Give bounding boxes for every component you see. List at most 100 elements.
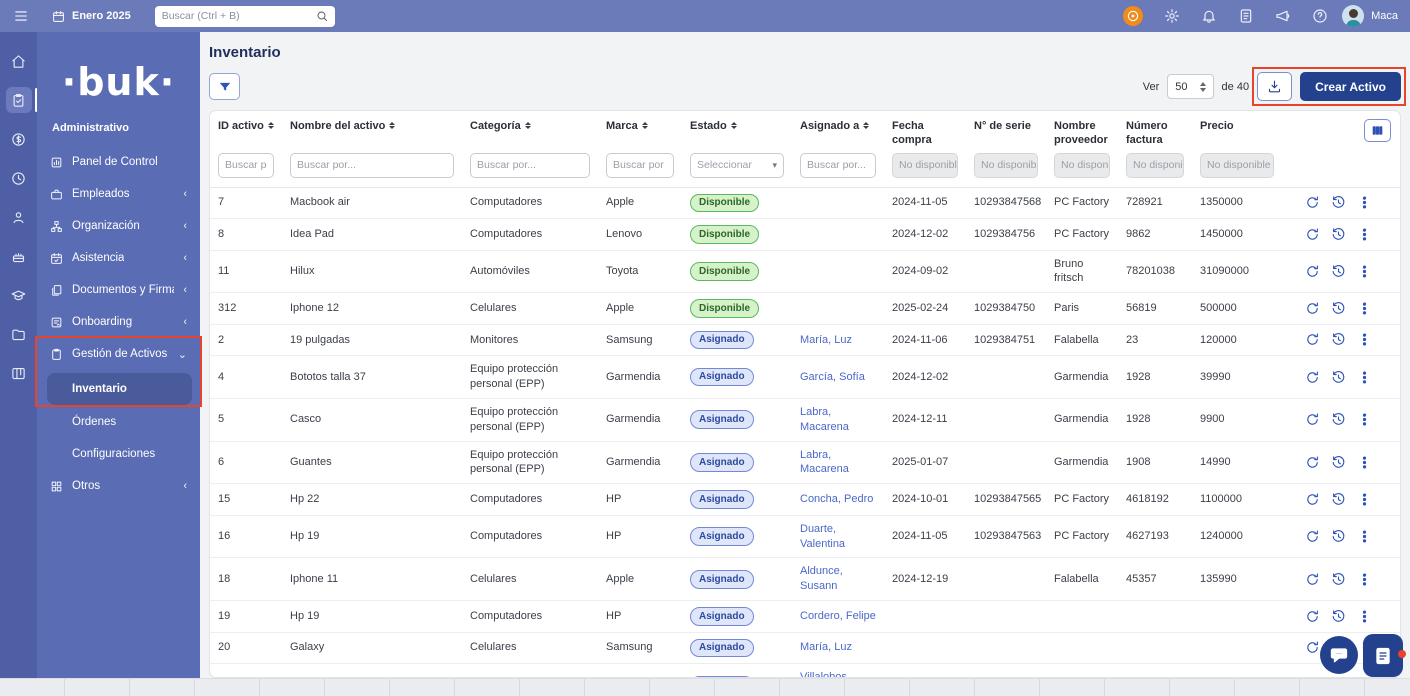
more-options-icon[interactable] (1357, 301, 1372, 316)
rail-item-assets-rail[interactable] (5, 87, 38, 113)
column-header-assigned[interactable]: Asignado a (792, 111, 884, 150)
sidebar-item-otros[interactable]: Otros ‹ (37, 470, 200, 502)
column-picker-button[interactable] (1364, 119, 1391, 142)
sidebar-subitem-configuraciones[interactable]: Configuraciones (37, 438, 200, 470)
sidebar-item-empleados[interactable]: Empleados ‹ (37, 178, 200, 210)
history-icon[interactable] (1331, 301, 1346, 316)
notifications-bell-icon[interactable] (1201, 8, 1217, 24)
sidebar-item-organizaci-n[interactable]: Organización ‹ (37, 210, 200, 242)
sidebar-item-asistencia[interactable]: Asistencia ‹ (37, 242, 200, 274)
filter-input-category[interactable] (470, 152, 590, 178)
history-icon[interactable] (1331, 572, 1346, 587)
filter-input-assigned[interactable] (800, 152, 876, 178)
search-input[interactable] (161, 10, 310, 22)
sync-icon[interactable] (1305, 572, 1320, 587)
sidebar-item-documentos-y-firma[interactable]: Documentos y Firma ‹ (37, 274, 200, 306)
sidebar-subitem--rdenes[interactable]: Órdenes (37, 406, 200, 438)
assigned-link[interactable]: María, Luz (800, 641, 852, 654)
history-icon[interactable] (1331, 609, 1346, 624)
chat-widget-button[interactable] (1320, 636, 1358, 674)
rail-item-home[interactable] (6, 48, 32, 74)
filter-input-name[interactable] (290, 152, 454, 178)
column-header-brand[interactable]: Marca (598, 111, 682, 150)
horizontal-scrollbar[interactable] (0, 678, 1410, 696)
history-icon[interactable] (1331, 370, 1346, 385)
filter-input-brand[interactable] (606, 152, 674, 178)
more-options-icon[interactable] (1357, 677, 1372, 678)
tasks-note-icon[interactable] (1238, 8, 1254, 24)
help-icon[interactable] (1312, 8, 1328, 24)
period-selector[interactable]: Enero 2025 (52, 10, 131, 23)
column-header-name[interactable]: Nombre del activo (282, 111, 462, 150)
more-options-icon[interactable] (1357, 492, 1372, 507)
filter-input-id[interactable] (218, 152, 274, 178)
sync-icon[interactable] (1305, 529, 1320, 544)
sync-icon[interactable] (1305, 492, 1320, 507)
assigned-link[interactable]: Labra, Macarena (800, 448, 849, 476)
more-options-icon[interactable] (1357, 609, 1372, 624)
more-options-icon[interactable] (1357, 264, 1372, 279)
assigned-link[interactable]: Concha, Pedro (800, 493, 874, 506)
sync-icon[interactable] (1305, 227, 1320, 242)
history-icon[interactable] (1331, 332, 1346, 347)
history-icon[interactable] (1331, 455, 1346, 470)
more-options-icon[interactable] (1357, 332, 1372, 347)
rail-item-talent[interactable] (6, 204, 32, 230)
history-icon[interactable] (1331, 195, 1346, 210)
history-icon[interactable] (1331, 492, 1346, 507)
more-options-icon[interactable] (1357, 529, 1372, 544)
more-options-icon[interactable] (1357, 455, 1372, 470)
sync-icon[interactable] (1305, 455, 1320, 470)
more-options-icon[interactable] (1357, 572, 1372, 587)
help-widget-button[interactable] (1363, 634, 1406, 677)
pagesize-select[interactable]: 50 (1167, 74, 1214, 99)
rail-item-money[interactable] (6, 126, 32, 152)
history-icon[interactable] (1331, 529, 1346, 544)
sync-icon[interactable] (1305, 264, 1320, 279)
sync-icon[interactable] (1305, 640, 1320, 655)
more-options-icon[interactable] (1357, 227, 1372, 242)
menu-toggle-button[interactable] (12, 9, 30, 23)
insights-icon[interactable] (1123, 6, 1144, 26)
export-button[interactable] (1257, 72, 1293, 101)
rail-item-files[interactable] (6, 321, 32, 347)
user-menu[interactable]: Maca (1342, 5, 1398, 27)
create-asset-button[interactable]: Crear Activo (1300, 72, 1401, 101)
assigned-link[interactable]: Villalobos, Valeria (800, 671, 850, 678)
history-icon[interactable] (1331, 412, 1346, 427)
rail-item-learning[interactable] (6, 282, 32, 308)
assigned-link[interactable]: María, Luz (800, 333, 852, 346)
assigned-link[interactable]: Cordero, Felipe (800, 609, 876, 622)
more-options-icon[interactable] (1357, 195, 1372, 210)
sync-icon[interactable] (1305, 412, 1320, 427)
sync-icon[interactable] (1305, 301, 1320, 316)
assigned-link[interactable]: Labra, Macarena (800, 405, 849, 433)
sync-icon[interactable] (1305, 677, 1320, 678)
assigned-link[interactable]: García, Sofía (800, 370, 865, 383)
sidebar-item-panel-de-control[interactable]: Panel de Control (37, 146, 200, 178)
sidebar-subitem-inventario[interactable]: Inventario (47, 373, 192, 405)
settings-gear-icon[interactable] (1164, 8, 1180, 24)
sync-icon[interactable] (1305, 609, 1320, 624)
assigned-link[interactable]: Duarte, Valentina (800, 522, 846, 550)
history-icon[interactable] (1331, 227, 1346, 242)
announcements-megaphone-icon[interactable] (1275, 8, 1291, 24)
column-header-status[interactable]: Estado (682, 111, 792, 150)
sync-icon[interactable] (1305, 332, 1320, 347)
more-options-icon[interactable] (1357, 412, 1372, 427)
rail-item-culture[interactable] (6, 243, 32, 269)
sidebar-item-onboarding[interactable]: Onboarding ‹ (37, 306, 200, 338)
rail-item-boards[interactable] (6, 360, 32, 386)
more-options-icon[interactable] (1357, 370, 1372, 385)
filter-button[interactable] (209, 73, 240, 100)
assigned-link[interactable]: Aldunce, Susann (800, 565, 843, 593)
filter-select-status[interactable]: Seleccionar ▾ (690, 152, 784, 178)
column-header-id[interactable]: ID activo (210, 111, 282, 150)
sync-icon[interactable] (1305, 195, 1320, 210)
rail-item-time[interactable] (6, 165, 32, 191)
history-icon[interactable] (1331, 677, 1346, 678)
sync-icon[interactable] (1305, 370, 1320, 385)
history-icon[interactable] (1331, 264, 1346, 279)
column-header-category[interactable]: Categoría (462, 111, 598, 150)
sidebar-item-gesti-n-de-activos[interactable]: Gestión de Activos ⌄ (37, 338, 200, 370)
